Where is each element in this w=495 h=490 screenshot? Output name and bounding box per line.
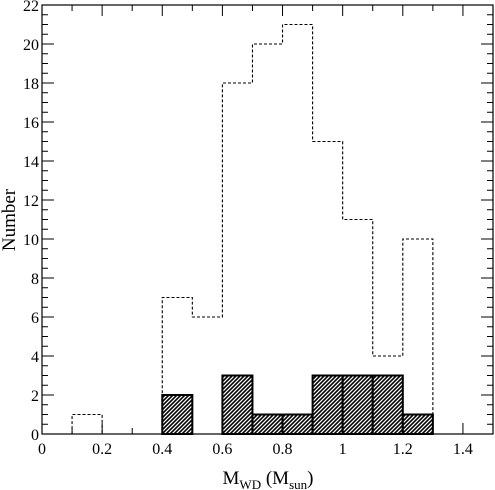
filled-bar-0.7-0.8	[251, 413, 284, 435]
x-tick-label: 0.2	[92, 441, 112, 458]
y-tick-label: 0	[31, 427, 39, 444]
plot-frame	[41, 4, 494, 435]
x-tick-label: 1.4	[453, 441, 473, 458]
x-tick-label: 0.6	[212, 441, 232, 458]
y-tick-label: 14	[23, 154, 39, 171]
y-tick-label: 22	[23, 0, 39, 15]
x-tick-label: 1.2	[393, 441, 413, 458]
y-tick-label: 20	[23, 37, 39, 54]
y-tick-label: 18	[23, 76, 39, 93]
filled-bar-1.2-1.3	[401, 413, 434, 435]
y-tick-label: 16	[23, 115, 39, 132]
x-tick-label: 0	[38, 441, 46, 458]
x-tick-label: 0.4	[152, 441, 172, 458]
y-tick-label: 10	[23, 232, 39, 249]
y-tick-label: 12	[23, 193, 39, 210]
filled-bar-0.9-1.0	[311, 374, 344, 435]
x-tick-label: 1	[339, 441, 347, 458]
filled-bar-0.8-0.9	[281, 413, 314, 435]
filled-bar-1.0-1.1	[341, 374, 374, 435]
y-tick-label: 6	[31, 310, 39, 327]
filled-bar-1.1-1.2	[371, 374, 404, 435]
y-tick-label: 2	[31, 388, 39, 405]
dashed-histogram-outline	[42, 23, 463, 435]
y-axis-title: Number	[0, 188, 20, 251]
filled-bar-0.4-0.5	[161, 394, 194, 435]
y-tick-label: 4	[31, 349, 39, 366]
y-tick-label: 8	[31, 271, 39, 288]
filled-bar-0.6-0.7	[221, 374, 254, 435]
x-tick-label: 0.8	[273, 441, 293, 458]
x-axis-title: MWD (Msun)	[223, 468, 314, 490]
